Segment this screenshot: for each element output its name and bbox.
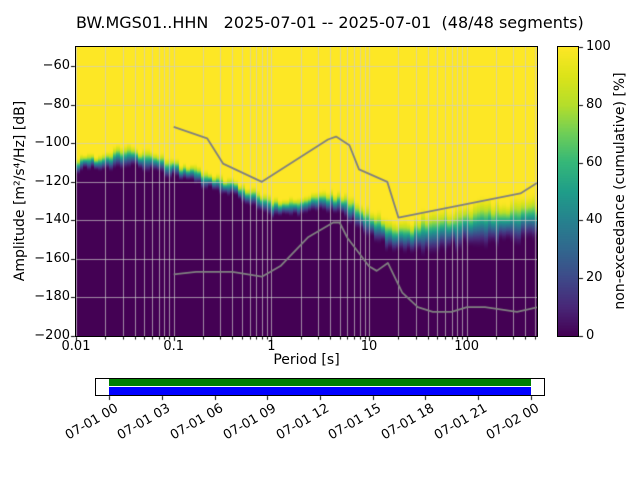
y-tick-label: −140: [34, 212, 70, 228]
y-axis-label: Amplitude [m²/s⁴/Hz] [dB]: [12, 100, 28, 282]
ppsd-plot-area: [75, 46, 538, 337]
x-tick-label: 0.1: [163, 339, 184, 354]
colorbar: [557, 46, 579, 337]
colorbar-label: non-exceedance (cumulative) [%]: [612, 72, 628, 310]
x-tick-label: 0.01: [61, 339, 91, 354]
y-tick-label: −200: [34, 328, 70, 343]
colorbar-tick-label: 0: [586, 328, 595, 343]
y-tick-label: −80: [42, 96, 70, 112]
y-tick-label: −160: [34, 250, 70, 266]
x-axis-label: Period [s]: [273, 352, 340, 368]
y-tick-label: −100: [34, 135, 70, 151]
y-tick-label: −60: [42, 58, 70, 74]
colorbar-tick-label: 60: [586, 154, 603, 170]
coverage-data-bar: [109, 387, 531, 395]
x-tick-label: 10: [360, 339, 378, 354]
x-tick-label: 100: [454, 339, 480, 354]
colorbar-gradient-canvas: [558, 47, 578, 336]
y-tick-label: −180: [34, 289, 70, 305]
y-tick-label: −120: [34, 173, 70, 189]
x-tick-label: 1: [267, 339, 276, 354]
colorbar-tick-label: 20: [586, 270, 603, 286]
coverage-segments-bar: [109, 379, 531, 386]
coverage-bar: [95, 378, 545, 396]
colorbar-tick-label: 100: [586, 39, 611, 54]
colorbar-tick-label: 40: [586, 212, 603, 228]
ppsd-heatmap-canvas: [76, 47, 537, 336]
colorbar-tick-label: 80: [586, 96, 603, 112]
